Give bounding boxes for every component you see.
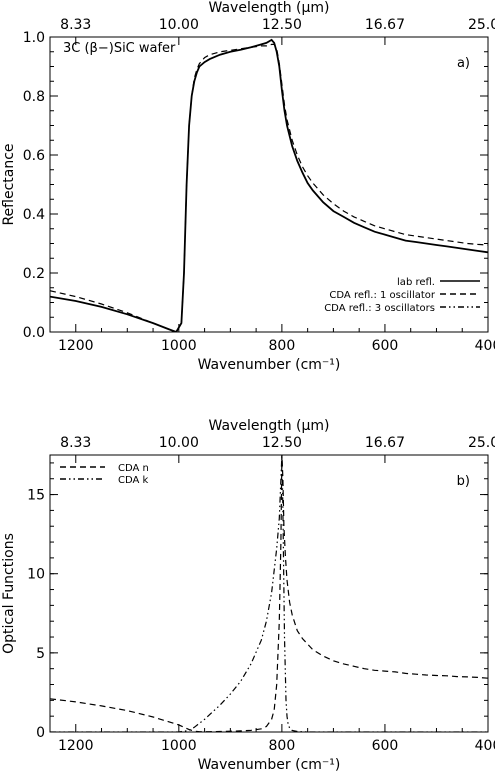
top-tick-label: 12.50 <box>262 435 302 451</box>
top-axis-label: Wavelength (μm) <box>209 418 330 434</box>
plot-frame <box>49 454 489 733</box>
x-tick-label: 600 <box>372 338 399 354</box>
x-tick-label: 400 <box>475 338 495 354</box>
top-tick-label: 8.33 <box>60 435 91 451</box>
top-tick-label: 12.50 <box>262 17 302 33</box>
legend-label-3: CDA refl.: 3 oscillators <box>324 303 435 314</box>
x-tick-label: 1200 <box>58 338 94 354</box>
chart-panel-1: 1200 1000 800 600 400 8.33 10.00 12.50 16.67 25.0… <box>1 0 495 373</box>
top-tick-label: 10.00 <box>159 17 199 33</box>
series-line-1 <box>50 455 488 732</box>
y-tick-label: 10 <box>27 567 45 583</box>
y-axis-label: Reflectance <box>1 143 17 225</box>
series-group <box>50 455 488 732</box>
legend-label-2: CDA refl.: 1 oscillator <box>329 290 435 301</box>
legend-label-1: lab refl. <box>397 277 435 288</box>
y-tick-label: 0.0 <box>23 325 45 341</box>
legend-label-2: CDA k <box>118 475 149 486</box>
x-tick-label: 800 <box>269 338 296 354</box>
panel-label: b) <box>457 474 470 489</box>
top-axis-label: Wavelength (μm) <box>209 0 330 16</box>
x-tick-label: 1000 <box>161 338 197 354</box>
legend: lab refl. CDA refl.: 1 oscillator CDA refl… <box>324 277 480 314</box>
y-tick-label: 0.4 <box>23 207 45 223</box>
top-tick-label: 25.00 <box>468 17 495 33</box>
x-axis-label: Wavenumber (cm⁻¹) <box>198 357 341 373</box>
panel-label: a) <box>457 56 470 71</box>
x-tick-label: 800 <box>269 738 296 754</box>
series-line-1 <box>50 38 488 332</box>
x-tick-label: 1000 <box>161 738 197 754</box>
y-tick-label: 0 <box>36 725 45 741</box>
series-line-2 <box>50 43 488 332</box>
y-axis-label: Optical Functions <box>1 533 17 654</box>
top-tick-label: 16.67 <box>365 435 405 451</box>
y-tick-label: 1.0 <box>23 30 45 46</box>
top-tick-label: 8.33 <box>60 17 91 33</box>
y-tick-label: 0.8 <box>23 89 45 105</box>
y-tick-label: 0.6 <box>23 148 45 164</box>
series-group <box>50 38 488 332</box>
x-tick-label: 600 <box>372 738 399 754</box>
top-tick-label: 10.00 <box>159 435 199 451</box>
panel-annotation: 3C (β−)SiC wafer <box>63 41 176 56</box>
top-tick-label: 25.00 <box>468 435 495 451</box>
series-line-2 <box>50 455 488 732</box>
x-tick-label: 1200 <box>58 738 94 754</box>
legend-label-1: CDA n <box>118 463 149 474</box>
y-tick-label: 15 <box>27 488 45 504</box>
y-tick-label: 0.2 <box>23 266 45 282</box>
top-tick-label: 16.67 <box>365 17 405 33</box>
x-axis-label: Wavenumber (cm⁻¹) <box>198 757 341 773</box>
y-tick-label: 5 <box>36 646 45 662</box>
chart-panel-2: 1200 1000 800 600 400 8.33 10.00 12.50 16.67 25.0… <box>1 418 495 773</box>
x-tick-label: 400 <box>475 738 495 754</box>
